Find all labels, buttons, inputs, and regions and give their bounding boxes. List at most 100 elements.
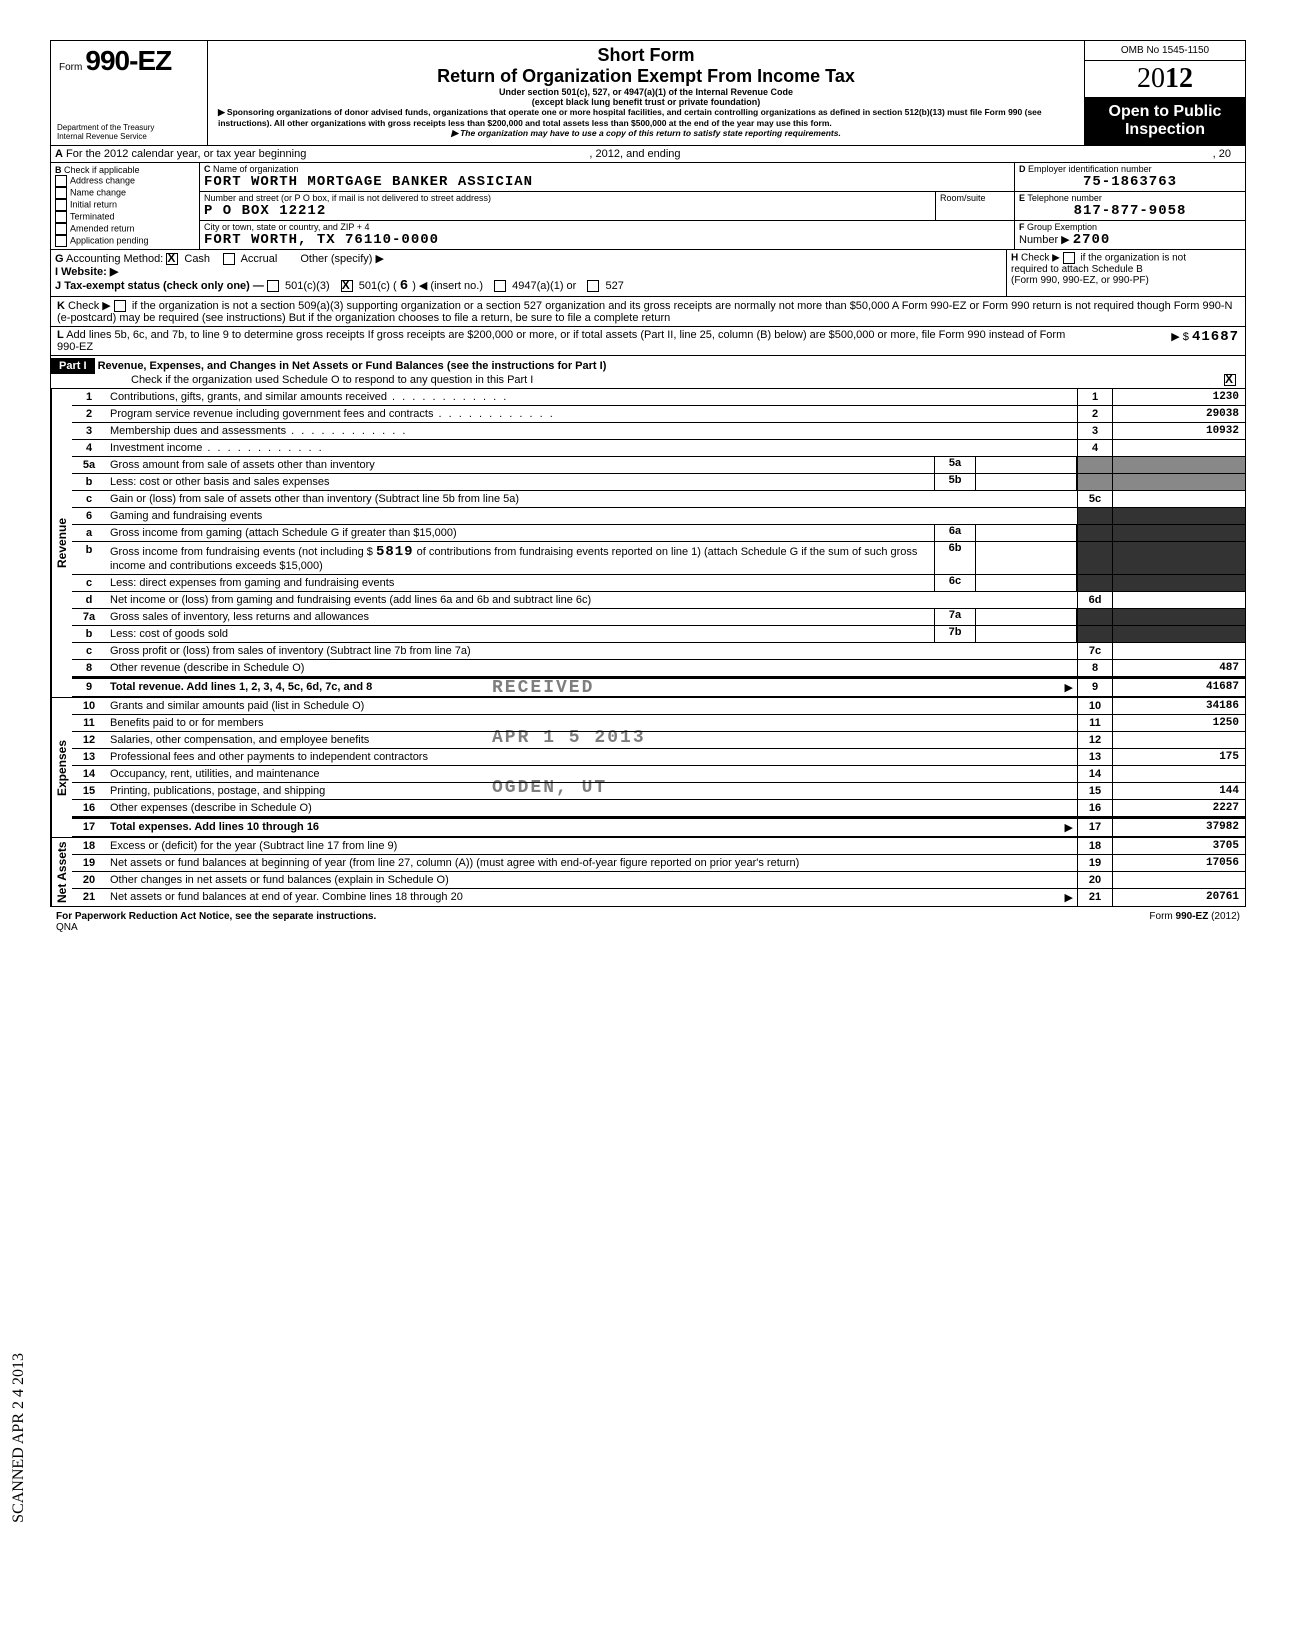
checkbox-501c[interactable] (341, 280, 353, 292)
checkbox-pending[interactable] (55, 235, 67, 247)
line-19-amt: 17056 (1113, 855, 1245, 871)
line-1-desc: Contributions, gifts, grants, and simila… (106, 389, 1077, 405)
line-20-amt (1113, 872, 1245, 888)
k-label: Check ▶ (68, 300, 111, 312)
line-7c-amt (1113, 643, 1245, 659)
section-e-label: Telephone number (1027, 193, 1102, 203)
netassets-label: Net Assets (51, 838, 72, 906)
line-8-desc: Other revenue (describe in Schedule O) (106, 660, 1077, 676)
line-19-desc: Net assets or fund balances at beginning… (106, 855, 1077, 871)
line-6c-desc: Less: direct expenses from gaming and fu… (106, 575, 934, 591)
section-a-row: A For the 2012 calendar year, or tax yea… (51, 146, 1245, 163)
checkbox-4947[interactable] (494, 280, 506, 292)
line-7b-desc: Less: cost of goods sold (106, 626, 934, 642)
checkbox-k[interactable] (114, 300, 126, 312)
line-3-desc: Membership dues and assessments (106, 423, 1077, 439)
k-text: if the organization is not a section 509… (57, 300, 1232, 324)
header-row: Form 990-EZ Department of the Treasury I… (51, 41, 1245, 146)
cb-label-0: Address change (70, 175, 135, 185)
part1-header: Part I Revenue, Expenses, and Changes in… (51, 355, 1245, 389)
section-a-text: For the 2012 calendar year, or tax year … (66, 148, 306, 160)
line-6a-desc: Gross income from gaming (attach Schedul… (106, 525, 934, 541)
checkbox-527[interactable] (587, 280, 599, 292)
other-label: Other (specify) ▶ (300, 253, 384, 265)
checkbox-cash[interactable] (166, 253, 178, 265)
section-f-numlabel: Number ▶ (1019, 234, 1070, 246)
line-16-amt: 2227 (1113, 800, 1245, 816)
section-a-end: , 20 (1213, 148, 1231, 160)
cash-label: Cash (184, 253, 210, 265)
h-text2: if the organization is not (1080, 253, 1186, 264)
j-opt2: 501(c) ( (359, 280, 397, 292)
line-9-desc: Total revenue. Add lines 1, 2, 3, 4, 5c,… (110, 681, 372, 693)
cb-label-2: Initial return (70, 199, 117, 209)
section-b-label: Check if applicable (64, 165, 140, 175)
section-f-label: Group Exemption (1027, 222, 1097, 232)
checkbox-initial-return[interactable] (55, 199, 67, 211)
line-7a-desc: Gross sales of inventory, less returns a… (106, 609, 934, 625)
footer-form: Form 990-EZ (2012) (1149, 911, 1240, 922)
line-4-desc: Investment income (106, 440, 1077, 456)
form-990ez: Form 990-EZ Department of the Treasury I… (50, 40, 1246, 907)
part1-title: Revenue, Expenses, and Changes in Net As… (98, 360, 607, 372)
subtitle2: (except black lung benefit trust or priv… (218, 97, 1074, 107)
h-text4: (Form 990, 990-EZ, or 990-PF) (1011, 275, 1241, 286)
checkbox-501c3[interactable] (267, 280, 279, 292)
expenses-label: Expenses (51, 698, 72, 837)
line-20-desc: Other changes in net assets or fund bala… (106, 872, 1077, 888)
line-5c-amt (1113, 491, 1245, 507)
footer-qna: QNA (56, 922, 78, 933)
line-14-amt (1113, 766, 1245, 782)
line-5a-desc: Gross amount from sale of assets other t… (106, 457, 934, 473)
line-12-amt (1113, 732, 1245, 748)
checkbox-sched-b[interactable] (1063, 252, 1075, 264)
group-exemption: 2700 (1073, 232, 1111, 248)
checkbox-terminated[interactable] (55, 211, 67, 223)
checkbox-address-change[interactable] (55, 175, 67, 187)
cb-label-5: Application pending (70, 235, 149, 245)
line-2-desc: Program service revenue including govern… (106, 406, 1077, 422)
city-label: City or town, state or country, and ZIP … (204, 222, 1010, 232)
date-stamp: APR 1 5 2013 (492, 728, 646, 748)
checkbox-part1-o[interactable] (1224, 374, 1236, 386)
main-title: Return of Organization Exempt From Incom… (218, 66, 1074, 87)
line-6d-desc: Net income or (loss) from gaming and fun… (106, 592, 1077, 608)
website-label: Website: ▶ (61, 266, 118, 278)
j-opt1: 501(c)(3) (285, 280, 330, 292)
line-16-desc: Other expenses (describe in Schedule O) (106, 800, 1077, 816)
line-7c-desc: Gross profit or (loss) from sales of inv… (106, 643, 1077, 659)
line-15-amt: 144 (1113, 783, 1245, 799)
accrual-label: Accrual (241, 253, 278, 265)
section-i: I Website: ▶ (55, 265, 1002, 278)
line-6b-mid: 5819 (376, 544, 414, 560)
section-j: J Tax-exempt status (check only one) — 5… (55, 278, 1002, 294)
omb-number: OMB No 1545-1150 (1085, 41, 1245, 61)
cb-label-3: Terminated (70, 211, 115, 221)
checkbox-accrual[interactable] (223, 253, 235, 265)
line-11-amt: 1250 (1113, 715, 1245, 731)
checkbox-name-change[interactable] (55, 187, 67, 199)
city-value: FORT WORTH, TX 76110-0000 (204, 232, 1010, 248)
j-label: Tax-exempt status (check only one) — (64, 280, 264, 292)
ogden-stamp: OGDEN, UT (492, 778, 607, 798)
line-10-amt: 34186 (1113, 698, 1245, 714)
cb-label-1: Name change (70, 187, 126, 197)
j-opt2end: ) ◀ (insert no.) (412, 280, 483, 292)
line-5b-desc: Less: cost or other basis and sales expe… (106, 474, 934, 490)
revenue-label: Revenue (51, 389, 72, 697)
line-9-amt: 41687 (1113, 679, 1245, 696)
line-13-amt: 175 (1113, 749, 1245, 765)
checkbox-amended[interactable] (55, 223, 67, 235)
part1-check-text: Check if the organization used Schedule … (131, 374, 533, 386)
received-stamp: RECEIVED (492, 678, 594, 698)
j-opt2val: 6 (400, 278, 409, 294)
j-opt3: 4947(a)(1) or (512, 280, 576, 292)
line-17-amt: 37982 (1113, 819, 1245, 836)
ein-value: 75-1863763 (1019, 174, 1241, 190)
h-text1: Check ▶ (1021, 253, 1060, 264)
section-a-mid: , 2012, and ending (589, 148, 680, 160)
form-prefix: Form (59, 62, 82, 73)
part1-label: Part I (51, 358, 95, 374)
line-18-amt: 3705 (1113, 838, 1245, 854)
street-value: P O BOX 12212 (204, 203, 931, 219)
